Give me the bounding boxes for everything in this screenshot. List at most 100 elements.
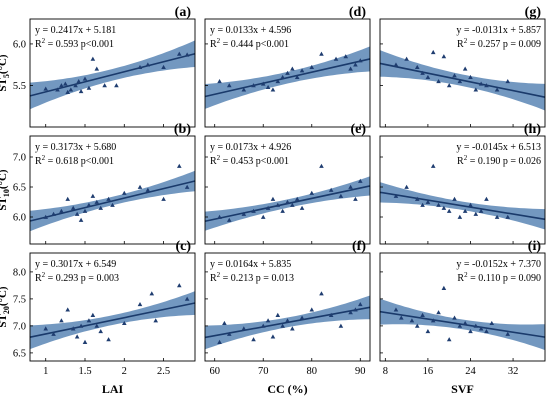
- x-tick-label: 24: [465, 366, 476, 377]
- data-point: [217, 339, 222, 344]
- x-axis-label: SVF: [451, 382, 474, 396]
- data-point: [137, 184, 143, 189]
- data-point: [468, 329, 473, 334]
- data-point: [290, 202, 295, 207]
- data-point: [98, 329, 104, 334]
- data-point: [98, 205, 104, 210]
- data-point: [90, 312, 96, 317]
- data-point: [86, 318, 92, 323]
- data-point: [294, 74, 300, 79]
- x-tick-label: 1: [43, 366, 48, 377]
- data-point: [430, 49, 436, 55]
- data-point: [74, 334, 80, 339]
- x-tick-label: 2.5: [157, 366, 170, 377]
- data-point: [430, 318, 436, 323]
- data-point: [436, 202, 441, 207]
- data-point: [114, 83, 119, 88]
- data-point: [468, 74, 473, 79]
- data-point: [425, 199, 431, 204]
- data-point: [121, 190, 127, 195]
- data-point: [65, 307, 71, 312]
- data-point: [241, 211, 247, 216]
- data-point: [43, 214, 49, 219]
- data-point: [409, 318, 415, 323]
- data-point: [319, 163, 324, 168]
- data-point: [86, 85, 92, 90]
- data-point: [260, 323, 266, 328]
- data-point: [59, 208, 64, 213]
- data-point: [299, 315, 305, 320]
- data-point: [425, 329, 431, 334]
- data-point: [420, 70, 425, 75]
- data-point: [328, 187, 334, 192]
- plot-frame: [204, 135, 371, 245]
- y-tick-label: 5.5: [13, 81, 26, 92]
- r-squared-stat: R2 = 0.618 p<0.001: [35, 154, 114, 167]
- regression-equation: y = 0.0164x + 5.835: [210, 259, 291, 270]
- data-point: [441, 205, 447, 210]
- data-point: [82, 339, 88, 344]
- fit-line: [379, 191, 546, 221]
- x-tick-label: 90: [355, 366, 366, 377]
- data-point: [420, 202, 425, 207]
- data-point: [94, 323, 100, 328]
- fit-line: [204, 306, 371, 339]
- data-point: [484, 83, 489, 88]
- panel-letter: (b): [174, 122, 191, 137]
- data-point: [59, 83, 64, 88]
- plot-frame: [379, 18, 546, 128]
- data-point: [275, 79, 281, 84]
- data-point: [348, 184, 353, 189]
- y-tick-label: 6.5: [13, 348, 26, 359]
- data-point: [436, 79, 441, 84]
- r-squared-stat: R2 = 0.257 p = 0.009: [457, 37, 541, 50]
- panel-letter: (g): [525, 5, 542, 20]
- data-point: [275, 312, 281, 317]
- data-point: [285, 70, 290, 75]
- data-point: [265, 318, 271, 323]
- data-point: [328, 312, 334, 317]
- data-point: [270, 196, 276, 201]
- data-point: [184, 52, 190, 57]
- data-point: [462, 66, 468, 71]
- x-axis-label: LAI: [102, 382, 124, 396]
- data-point: [82, 76, 88, 81]
- data-point: [161, 64, 166, 70]
- data-point: [473, 211, 479, 216]
- data-point: [494, 214, 500, 219]
- data-point: [51, 331, 56, 336]
- data-point: [404, 56, 409, 61]
- data-point: [226, 83, 232, 88]
- data-point: [251, 337, 256, 342]
- data-point: [280, 323, 285, 328]
- data-point: [348, 310, 353, 315]
- y-tick-label: 7.0: [13, 321, 26, 332]
- regression-equation: y = 0.2417x + 5.181: [35, 25, 116, 36]
- data-point: [436, 310, 441, 315]
- data-point: [82, 208, 88, 213]
- r-squared-stat: R2 = 0.593 p<0.001: [35, 37, 114, 50]
- data-point: [299, 68, 305, 73]
- panel-letter: (c): [175, 239, 191, 254]
- data-point: [260, 214, 266, 219]
- y-tick-label: 6.0: [13, 39, 26, 50]
- data-point: [94, 199, 100, 204]
- data-point: [241, 326, 247, 331]
- regression-equation: y = -0.0145x + 6.513: [456, 142, 541, 153]
- data-point: [241, 87, 247, 92]
- plot-frame: [204, 18, 371, 128]
- data-point: [357, 178, 363, 183]
- data-point: [446, 83, 452, 88]
- plot-frame: [379, 252, 546, 362]
- data-point: [217, 214, 222, 219]
- data-point: [484, 329, 489, 334]
- data-point: [425, 74, 431, 79]
- data-point: [106, 337, 111, 342]
- data-point: [353, 62, 358, 67]
- data-point: [280, 74, 285, 79]
- data-point: [489, 320, 495, 326]
- data-point: [452, 315, 457, 320]
- data-point: [462, 208, 468, 213]
